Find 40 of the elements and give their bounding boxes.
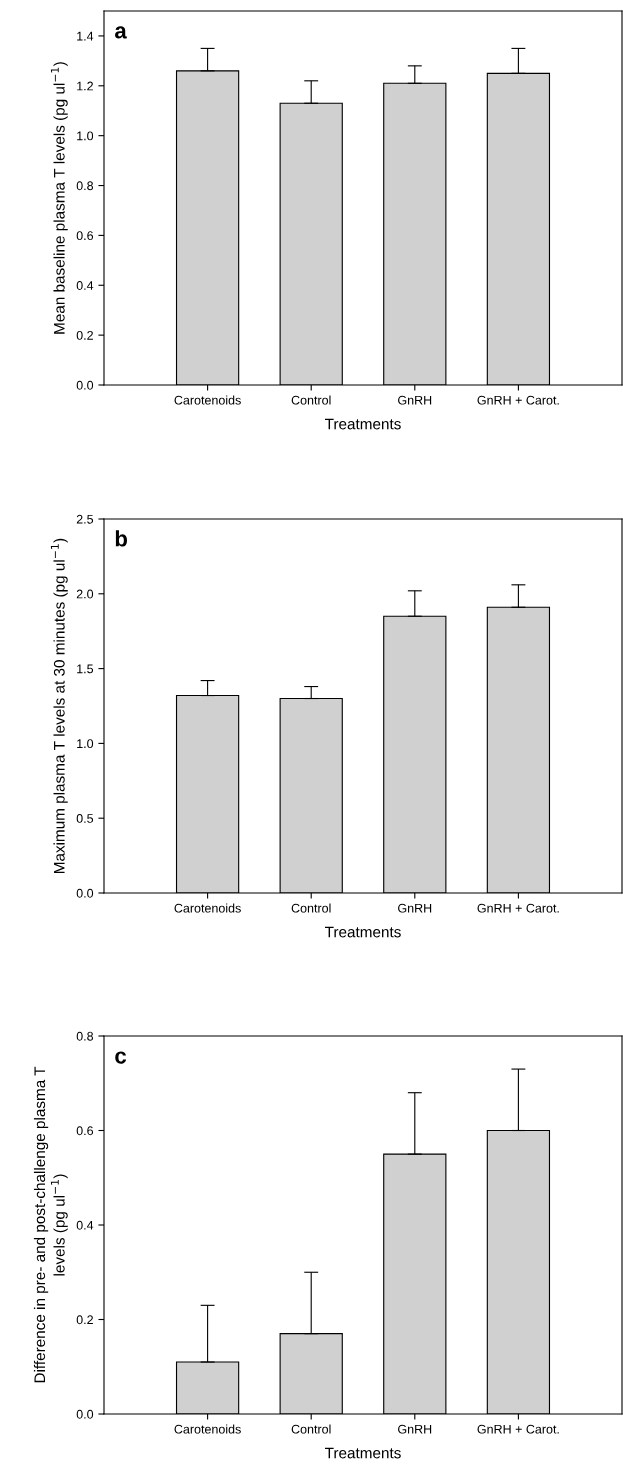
y-tick-label: 0.8 [76, 181, 94, 191]
x-axis-title: Treatments [325, 1447, 401, 1459]
y-tick-label: 1.5 [77, 664, 94, 674]
y-axis-title: Difference in pre- and post-challenge plasma T levels (pg ul$^{−1}$) [33, 1066, 68, 1383]
x-tick-label: Control [291, 395, 331, 405]
x-axis-title: Treatments [325, 418, 401, 430]
y-tick-label: 2.0 [76, 589, 94, 599]
y-tick-label: 1.0 [77, 739, 94, 749]
y-tick-label: 0.0 [76, 1409, 94, 1419]
x-tick-label: GnRH [398, 903, 432, 913]
x-tick-label: Carotenoids [174, 395, 241, 405]
x-tick-label: GnRH + Carot. [477, 395, 559, 405]
y-tick-label: 0.8 [76, 1031, 94, 1041]
x-tick-label: GnRH [398, 395, 432, 405]
y-tick-label: 2.5 [76, 514, 94, 524]
annotation: c [115, 1051, 127, 1064]
y-tick-label: 0.6 [76, 231, 94, 241]
y-tick-label: 1.4 [77, 31, 94, 41]
y-tick-label: 0.0 [76, 888, 94, 898]
y-tick-label: 0.0 [76, 380, 94, 390]
x-tick-label: Carotenoids [174, 1424, 241, 1434]
y-axis-title: Maximum plasma T levels at 30 minutes (pg ul$^{−1}$) [50, 538, 68, 874]
x-tick-label: Control [291, 903, 331, 913]
y-tick-label: 0.2 [76, 1315, 93, 1325]
y-tick-label: 0.4 [76, 1220, 94, 1230]
y-tick-label: 1.2 [77, 81, 93, 91]
x-tick-label: GnRH + Carot. [477, 903, 559, 913]
x-tick-label: GnRH [398, 1424, 432, 1434]
x-tick-label: Carotenoids [174, 903, 241, 913]
y-tick-label: 0.6 [76, 1126, 94, 1136]
y-axis-title: Mean baseline plasma T levels (pg ul$^{−1}$) [50, 62, 68, 334]
y-tick-label: 0.5 [76, 814, 94, 823]
y-tick-label: 1.0 [77, 131, 94, 141]
x-tick-label: GnRH + Carot. [477, 1424, 559, 1434]
x-tick-label: Control [291, 1424, 331, 1434]
y-tick-label: 0.2 [76, 330, 93, 340]
annotation: b [115, 530, 128, 547]
y-tick-label: 0.4 [76, 281, 94, 290]
annotation: a [115, 26, 127, 39]
x-axis-title: Treatments [325, 926, 401, 938]
